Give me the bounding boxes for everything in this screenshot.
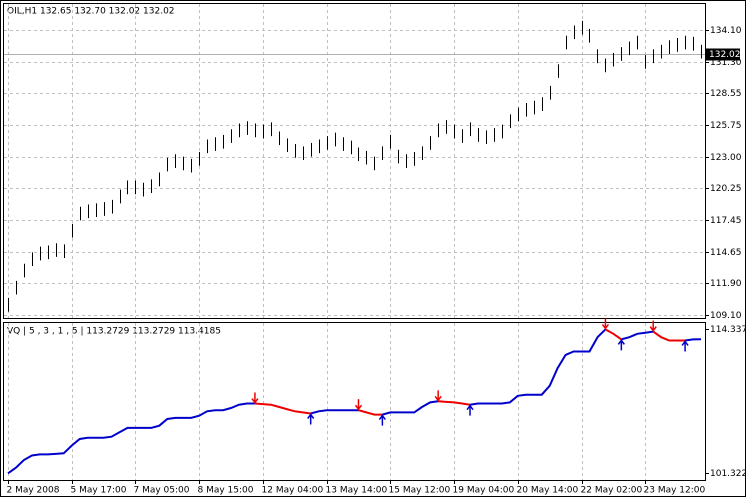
y-tick-label: 114.65 [710, 248, 742, 258]
sell-arrow [434, 390, 442, 402]
y-tick-label: 134.10 [710, 26, 742, 36]
chart-title: OIL,H1 132.65 132.70 132.02 132.02 [7, 7, 175, 17]
x-tick-label: 22 May 02:00 [581, 486, 643, 496]
y-tick-label: 125.75 [710, 121, 742, 131]
y-tick-label: 109.10 [710, 311, 742, 321]
x-tick-label: 19 May 04:00 [453, 486, 515, 496]
buy-arrow [378, 414, 386, 426]
indicator-panel-frame [3, 322, 706, 481]
x-tick-label: 20 May 14:00 [517, 486, 579, 496]
x-tick-label: 12 May 04:00 [262, 486, 324, 496]
x-tick-label: 15 May 12:00 [389, 486, 451, 496]
x-tick-label: 8 May 15:00 [198, 486, 254, 496]
buy-arrow [307, 413, 315, 425]
y-tick-label: 123.00 [710, 153, 742, 163]
x-tick-label: 7 May 05:00 [134, 486, 190, 496]
y-tick-label: 111.90 [710, 279, 742, 289]
sell-arrow [251, 392, 259, 404]
sell-arrow [649, 320, 657, 332]
buy-arrow [617, 339, 625, 351]
sell-arrow [601, 318, 610, 330]
indicator-line [254, 328, 686, 416]
buy-arrow [681, 340, 689, 352]
x-tick-label: 23 May 12:00 [644, 486, 706, 496]
x-tick-label: 13 May 14:00 [326, 486, 388, 496]
x-tick-label: 5 May 17:00 [71, 486, 127, 496]
y-tick-label: 131.30 [710, 58, 742, 68]
buy-arrow [466, 404, 474, 416]
main-panel-frame [3, 3, 706, 319]
y-tick-label: 120.25 [710, 184, 742, 194]
y-tick-label: 128.55 [710, 89, 742, 99]
indicator-title: VQ | 5 , 3 , 1 , 5 | 113.2729 113.2729 1… [7, 327, 221, 337]
y-tick-label: 117.45 [710, 216, 742, 226]
y-tick-label: 114.3379 [710, 325, 746, 335]
indicator-line [7, 328, 702, 475]
y-tick-label: 101.3229 [710, 469, 746, 479]
last-price-box [706, 48, 740, 61]
x-tick-label: 2 May 2008 [7, 486, 60, 496]
last-price-label: 132.02 [709, 50, 741, 60]
sell-arrow [354, 399, 363, 411]
